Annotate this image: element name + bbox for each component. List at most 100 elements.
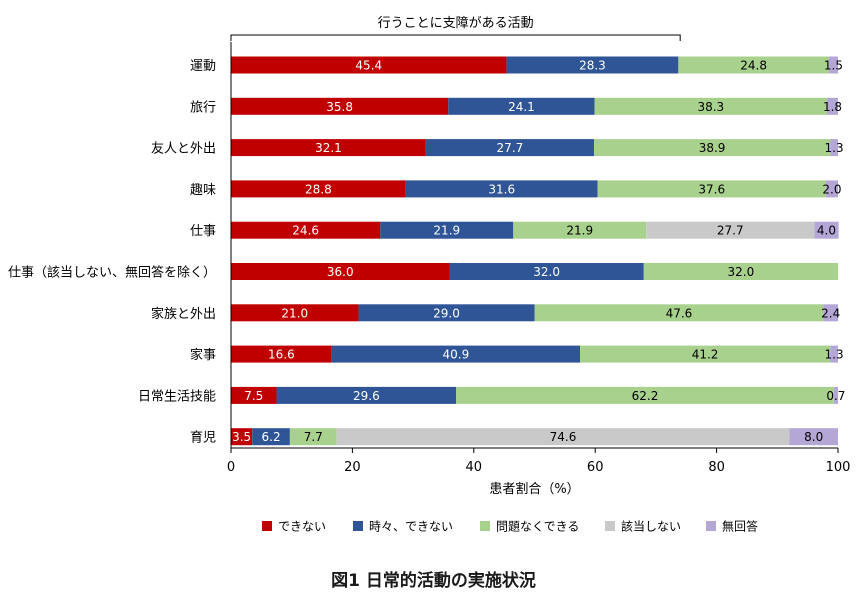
bar-segment: [580, 345, 831, 363]
data-label: 6.2: [262, 430, 281, 444]
tick-label: 80: [708, 460, 725, 475]
data-label: 21.0: [281, 306, 308, 320]
data-label: 2.0: [822, 182, 841, 196]
bar-segment: [231, 304, 359, 322]
bar-segment: [597, 180, 826, 198]
bar-segment: [449, 263, 644, 280]
bars: 45.4 28.3 24.8 1.5 35.8 24.1 38.3 1.8 32.1 27.7 38…: [231, 56, 845, 446]
bar-segment: [231, 263, 450, 280]
bar-segment: [646, 221, 815, 239]
tick-label: 60: [587, 460, 604, 475]
data-label: 24.1: [508, 100, 535, 114]
legend-item: 該当しない: [605, 519, 681, 534]
category-label: 運動: [190, 59, 216, 74]
stacked-bar-chart: 行うことに支障がある活動 45.4 28.3 24.8 1.5 35.8 24.1 38.3…: [8, 16, 851, 534]
data-label: 31.6: [488, 182, 515, 196]
legend-label: 時々、できない: [369, 520, 453, 534]
bar-segment: [425, 139, 594, 157]
data-label: 24.6: [292, 224, 319, 238]
data-label: 45.4: [355, 59, 382, 73]
tick-label: 0: [227, 460, 235, 475]
data-label: 1.8: [823, 100, 842, 114]
bar-segment: [456, 386, 834, 404]
category-label: 仕事: [190, 224, 216, 239]
bar-segment: [405, 180, 598, 198]
bar-segment: [593, 139, 831, 157]
legend-swatch: [706, 521, 716, 531]
category-label: 育児: [190, 430, 216, 446]
data-label: 27.7: [717, 224, 744, 238]
data-label: 7.7: [304, 430, 323, 444]
data-label: 4.0: [817, 224, 836, 238]
data-label: 0.7: [826, 389, 845, 403]
bar-segment: [231, 180, 406, 198]
bar-segment: [231, 56, 507, 74]
data-label: 74.6: [550, 430, 577, 444]
data-label: 38.3: [697, 100, 724, 114]
bar-segment: [828, 56, 838, 74]
bar-segment: [380, 221, 514, 239]
data-label: 27.7: [497, 141, 524, 155]
legend-item: 時々、できない: [353, 520, 453, 534]
bar-segment: [830, 139, 838, 157]
bar-segment: [830, 345, 838, 363]
data-label: 36.0: [327, 265, 354, 279]
bracket: 行うことに支障がある活動: [230, 16, 681, 41]
legend-item: できない: [262, 520, 326, 534]
data-label: 16.6: [268, 348, 295, 362]
legend-item: 無回答: [706, 519, 758, 534]
data-label: 1.3: [825, 141, 844, 155]
data-label: 32.0: [533, 265, 560, 279]
data-label: 47.6: [666, 306, 693, 320]
data-label: 2.4: [821, 306, 840, 320]
bar-segment: [594, 97, 828, 115]
bar-segment: [252, 428, 290, 446]
x-axis-title: 患者割合（%）: [489, 481, 579, 497]
legend-label: 問題なくできる: [496, 520, 579, 534]
data-label: 37.6: [698, 182, 725, 196]
data-label: 41.2: [692, 348, 719, 362]
bar-segment: [331, 345, 581, 363]
legend-swatch: [353, 521, 363, 531]
data-label: 29.0: [433, 306, 460, 320]
data-label: 32.0: [728, 265, 755, 279]
bar-segment: [827, 97, 838, 115]
bar-segment: [231, 221, 381, 239]
data-label: 28.3: [579, 59, 606, 73]
data-label: 40.9: [443, 348, 470, 362]
bar-segment: [678, 56, 829, 74]
bracket-line: [230, 34, 681, 41]
bar-segment: [231, 97, 449, 115]
data-label: 7.5: [244, 389, 263, 403]
bar-segment: [448, 97, 595, 115]
legend-swatch: [262, 521, 272, 531]
bar-segment: [231, 428, 253, 446]
tick-label: 100: [826, 460, 851, 475]
bar-segment: [513, 221, 647, 239]
legend-item: 問題なくできる: [480, 520, 579, 534]
data-label: 38.9: [699, 141, 726, 155]
legend-swatch: [480, 521, 490, 531]
category-label: 家族と外出: [151, 306, 216, 322]
figure-caption: 図1 日常的活動の実施状況: [331, 571, 536, 591]
category-label: 友人と外出: [151, 141, 216, 157]
category-label: 趣味: [190, 183, 216, 198]
bar-segment: [643, 263, 838, 280]
tick-label: 40: [466, 460, 483, 475]
data-label: 35.8: [326, 100, 353, 114]
bar-segment: [231, 386, 277, 404]
bar-segment: [823, 304, 838, 322]
bar-segment: [814, 221, 839, 239]
category-label: 家事: [190, 347, 216, 363]
bar-segment: [825, 180, 838, 198]
bar-segment: [231, 345, 332, 363]
bar-segment: [534, 304, 824, 322]
x-axis: 0 20 40 60 80 100 患者割合（%）: [227, 42, 851, 497]
bar-segment: [833, 386, 838, 404]
bar-segment: [358, 304, 535, 322]
bar-segment: [231, 139, 426, 157]
data-label: 1.5: [824, 59, 843, 73]
bar-segment: [506, 56, 679, 74]
data-label: 3.5: [232, 430, 251, 444]
